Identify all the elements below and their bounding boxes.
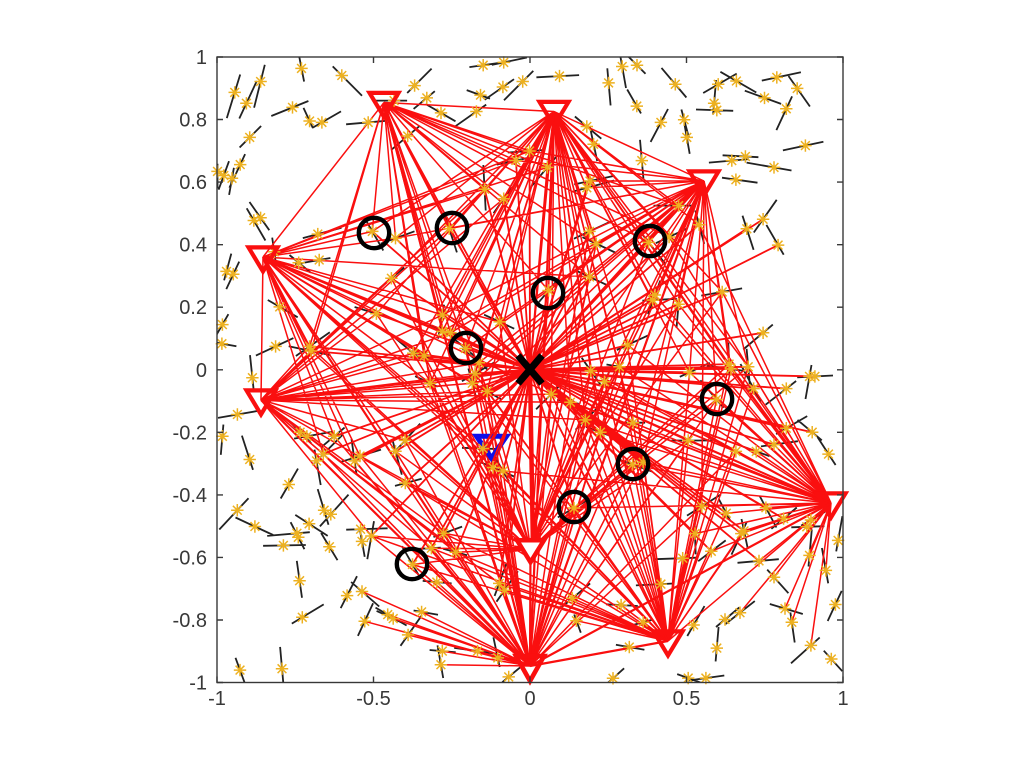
svg-text:0.6: 0.6 [179, 172, 207, 194]
svg-text:-0.5: -0.5 [356, 688, 390, 710]
svg-text:-1: -1 [189, 673, 207, 695]
svg-text:1: 1 [196, 47, 207, 69]
svg-text:0: 0 [196, 360, 207, 382]
svg-text:-0.8: -0.8 [173, 610, 207, 632]
svg-text:0.5: 0.5 [673, 688, 701, 710]
svg-text:-1: -1 [208, 688, 226, 710]
svg-text:-0.2: -0.2 [173, 422, 207, 444]
svg-text:-0.6: -0.6 [173, 547, 207, 569]
svg-text:-0.4: -0.4 [173, 485, 207, 507]
svg-text:0.8: 0.8 [179, 110, 207, 132]
svg-text:1: 1 [837, 688, 848, 710]
svg-text:0.4: 0.4 [179, 235, 207, 257]
svg-text:0.2: 0.2 [179, 297, 207, 319]
svg-text:0: 0 [524, 688, 535, 710]
